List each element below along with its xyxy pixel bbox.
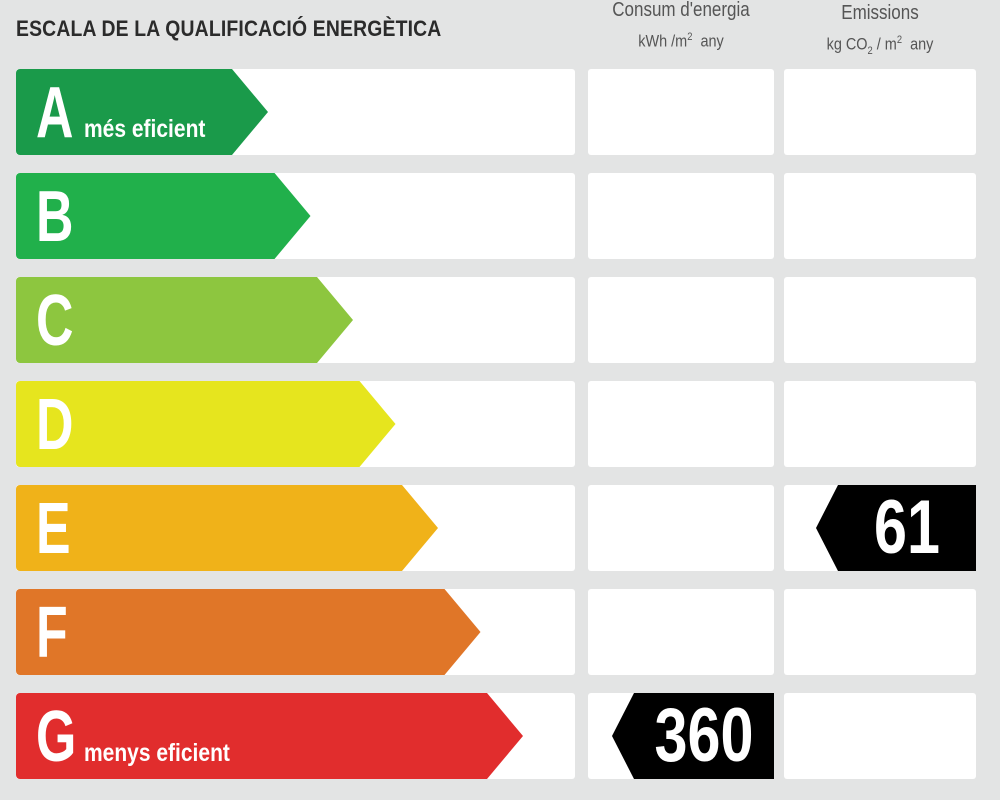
emissions-unit: kg CO2 / m2 any — [826, 34, 934, 58]
emissions-cell — [784, 693, 976, 779]
class-arrow-b: B — [16, 173, 311, 259]
emissions-cell — [784, 589, 976, 675]
emissions-cell — [784, 69, 976, 155]
emissions-cell — [784, 381, 976, 467]
rating-row-c: C — [0, 277, 1000, 363]
emissions-title: Emissions — [841, 2, 919, 24]
class-arrow-f: F — [16, 589, 481, 675]
class-letter: B — [36, 177, 74, 257]
emissions-cell — [784, 277, 976, 363]
class-letter: G — [36, 697, 77, 777]
class-label: més eficient — [84, 115, 206, 143]
consum-cell — [588, 381, 774, 467]
rating-row-b: B — [0, 173, 1000, 259]
class-letter: C — [36, 281, 74, 361]
rating-row-e: E 61 — [0, 485, 1000, 571]
consum-cell — [588, 589, 774, 675]
consum-cell — [588, 173, 774, 259]
class-letter: A — [36, 73, 74, 153]
consum-rating-pointer: 360 — [612, 693, 774, 779]
rating-row-d: D — [0, 381, 1000, 467]
class-letter: F — [36, 593, 68, 673]
consum-cell — [588, 485, 774, 571]
consum-cell — [588, 69, 774, 155]
emissions-rating-value: 61 — [874, 485, 940, 570]
class-letter: D — [36, 385, 74, 465]
page-title: ESCALA DE LA QUALIFICACIÓ ENERGÈTICA — [16, 16, 442, 41]
consum-header: Consum d'energia kWh /m2 any — [602, 0, 760, 52]
rating-row-f: F — [0, 589, 1000, 675]
consum-cell — [588, 277, 774, 363]
class-letter: E — [36, 489, 71, 569]
emissions-cell — [784, 173, 976, 259]
consum-unit: kWh /m2 any — [638, 31, 724, 51]
class-arrow-e: E — [16, 485, 438, 571]
consum-title: Consum d'energia — [612, 0, 750, 21]
class-arrow-c: C — [16, 277, 353, 363]
emissions-header: Emissions kg CO2 / m2 any — [798, 2, 961, 61]
class-label: menys eficient — [84, 739, 230, 767]
consum-rating-value: 360 — [654, 693, 754, 778]
emissions-rating-pointer: 61 — [816, 485, 976, 571]
class-arrow-d: D — [16, 381, 396, 467]
